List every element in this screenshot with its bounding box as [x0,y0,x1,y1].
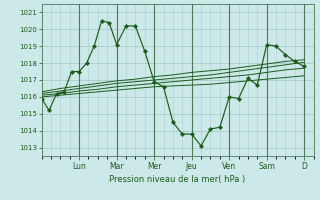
X-axis label: Pression niveau de la mer( hPa ): Pression niveau de la mer( hPa ) [109,175,246,184]
